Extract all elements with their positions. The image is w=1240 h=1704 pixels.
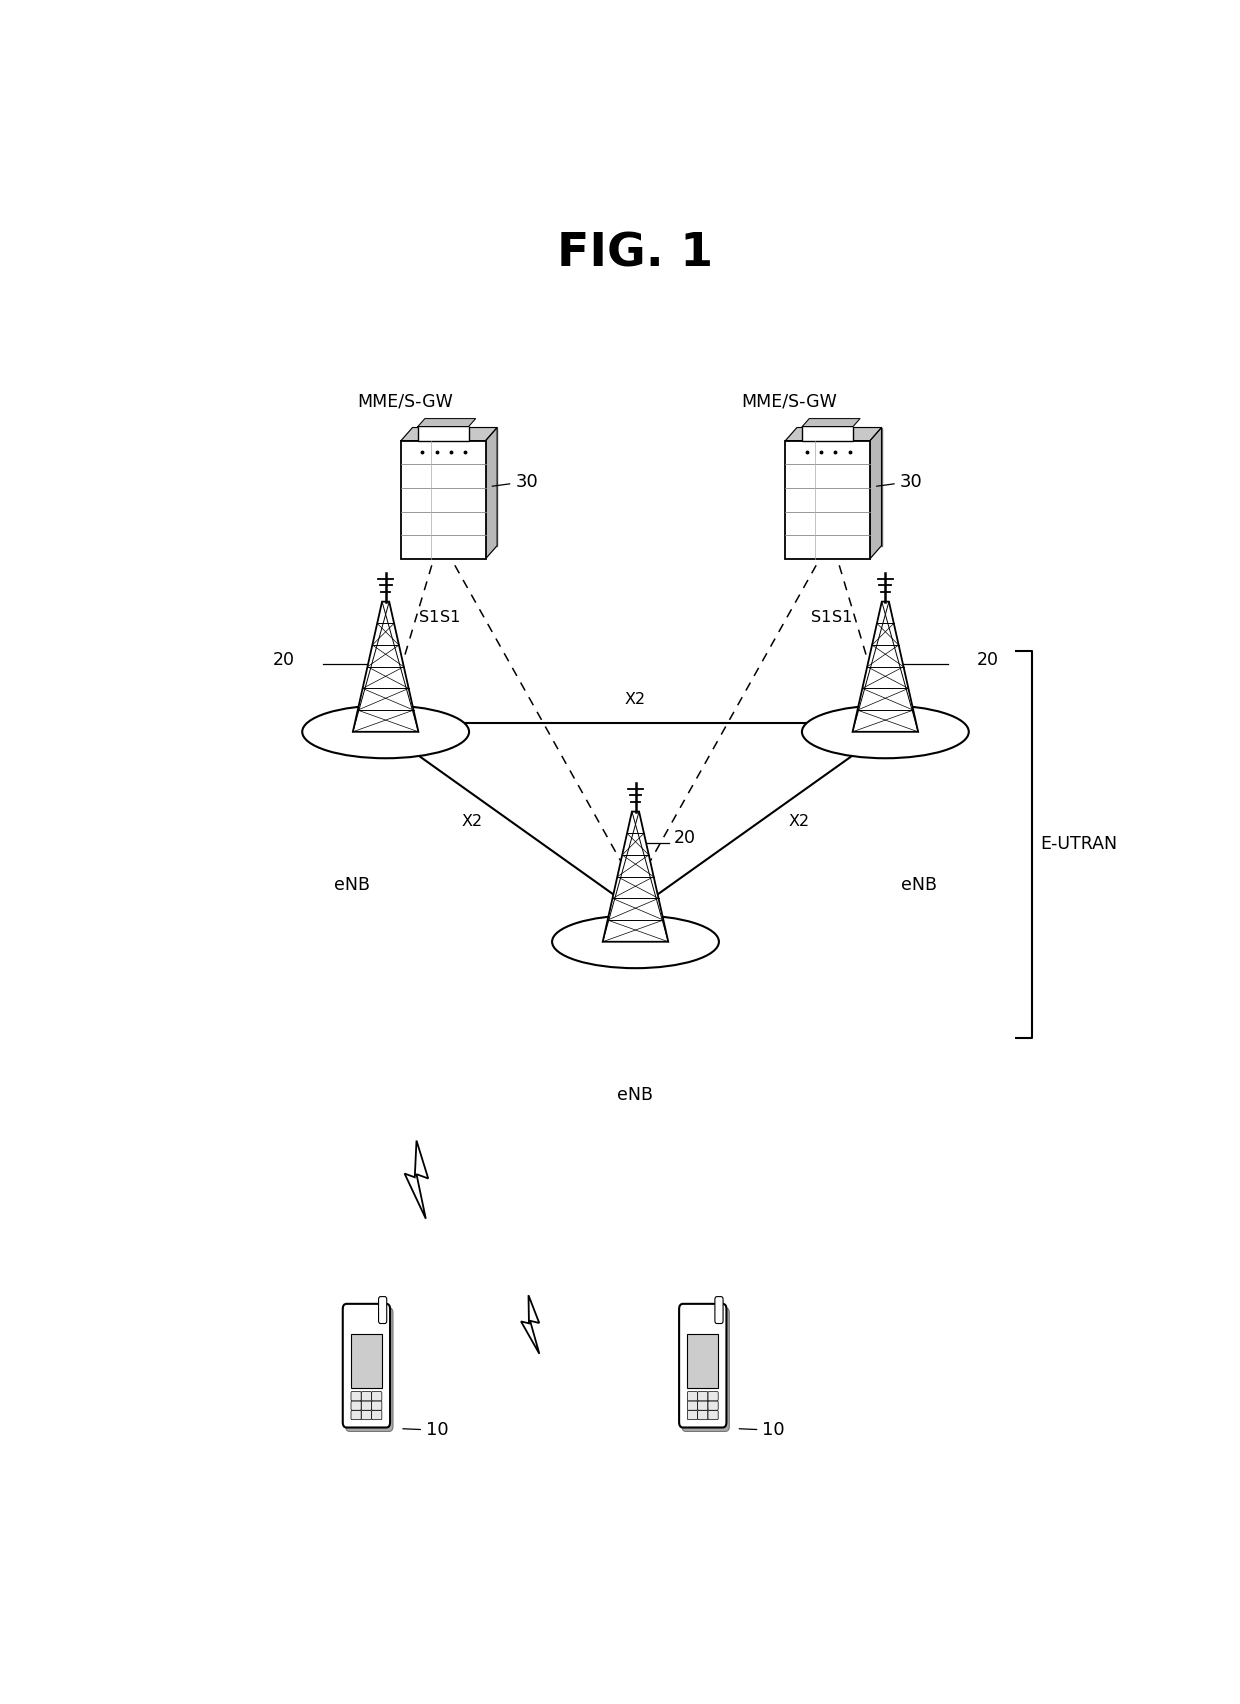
- Polygon shape: [353, 602, 418, 731]
- Polygon shape: [401, 428, 497, 441]
- Ellipse shape: [802, 705, 968, 758]
- Text: FIG. 1: FIG. 1: [558, 232, 713, 276]
- Text: eNB: eNB: [901, 876, 937, 895]
- FancyBboxPatch shape: [346, 1307, 393, 1431]
- FancyBboxPatch shape: [372, 1401, 382, 1411]
- Text: S1: S1: [832, 610, 852, 625]
- Polygon shape: [870, 428, 882, 559]
- Text: 20: 20: [977, 651, 998, 668]
- Text: 10: 10: [739, 1421, 785, 1440]
- Text: X2: X2: [625, 692, 646, 707]
- FancyBboxPatch shape: [698, 1392, 708, 1401]
- FancyBboxPatch shape: [372, 1392, 382, 1401]
- FancyBboxPatch shape: [351, 1411, 361, 1419]
- FancyBboxPatch shape: [687, 1401, 698, 1411]
- Text: 20: 20: [675, 830, 696, 847]
- Polygon shape: [802, 426, 853, 441]
- Text: eNB: eNB: [618, 1085, 653, 1104]
- FancyBboxPatch shape: [797, 428, 882, 545]
- FancyBboxPatch shape: [682, 1307, 729, 1431]
- Polygon shape: [486, 428, 497, 559]
- FancyBboxPatch shape: [715, 1297, 723, 1324]
- Polygon shape: [418, 426, 469, 441]
- FancyBboxPatch shape: [372, 1411, 382, 1419]
- Text: 30: 30: [492, 472, 538, 491]
- FancyBboxPatch shape: [378, 1297, 387, 1324]
- Text: MME/S-GW: MME/S-GW: [357, 392, 453, 411]
- FancyBboxPatch shape: [680, 1304, 727, 1428]
- Text: X2: X2: [461, 813, 482, 828]
- FancyBboxPatch shape: [351, 1334, 382, 1389]
- FancyBboxPatch shape: [708, 1392, 718, 1401]
- FancyBboxPatch shape: [687, 1334, 718, 1389]
- FancyBboxPatch shape: [361, 1401, 372, 1411]
- Polygon shape: [521, 1295, 539, 1353]
- Polygon shape: [853, 602, 918, 731]
- FancyBboxPatch shape: [351, 1401, 361, 1411]
- FancyBboxPatch shape: [351, 1392, 361, 1401]
- FancyBboxPatch shape: [342, 1304, 391, 1428]
- FancyBboxPatch shape: [687, 1411, 698, 1419]
- Polygon shape: [404, 1140, 428, 1218]
- FancyBboxPatch shape: [401, 441, 486, 559]
- Text: MME/S-GW: MME/S-GW: [742, 392, 837, 411]
- Polygon shape: [802, 419, 861, 426]
- FancyBboxPatch shape: [698, 1411, 708, 1419]
- Polygon shape: [603, 811, 668, 942]
- FancyBboxPatch shape: [708, 1401, 718, 1411]
- Text: X2: X2: [789, 813, 810, 828]
- Text: 30: 30: [877, 472, 923, 491]
- FancyBboxPatch shape: [785, 441, 870, 559]
- FancyBboxPatch shape: [698, 1401, 708, 1411]
- FancyBboxPatch shape: [413, 428, 497, 545]
- Ellipse shape: [303, 705, 469, 758]
- Text: S1: S1: [419, 610, 439, 625]
- Ellipse shape: [552, 915, 719, 968]
- Text: S1: S1: [811, 610, 831, 625]
- Polygon shape: [785, 428, 882, 441]
- Text: 20: 20: [273, 651, 294, 668]
- Text: 10: 10: [403, 1421, 449, 1440]
- FancyBboxPatch shape: [361, 1392, 372, 1401]
- Text: S1: S1: [440, 610, 460, 625]
- Polygon shape: [418, 419, 476, 426]
- Text: E-UTRAN: E-UTRAN: [1040, 835, 1117, 854]
- FancyBboxPatch shape: [361, 1411, 372, 1419]
- Text: eNB: eNB: [334, 876, 370, 895]
- FancyBboxPatch shape: [687, 1392, 698, 1401]
- FancyBboxPatch shape: [708, 1411, 718, 1419]
